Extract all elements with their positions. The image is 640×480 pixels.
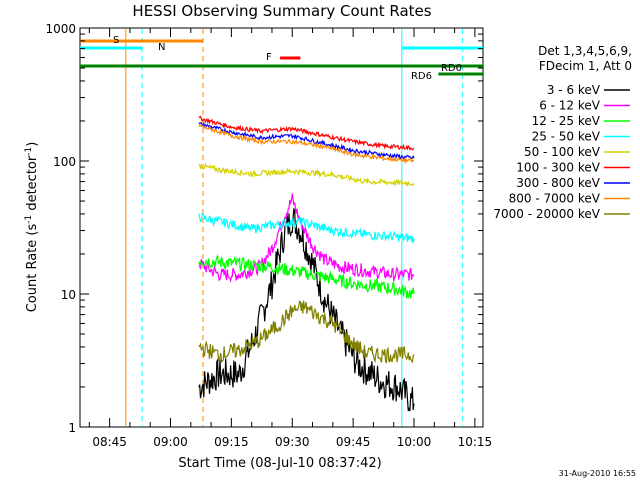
x-tick-label: 09:00 xyxy=(153,435,188,449)
instrument-state-bars: S N F RD0 RD6 xyxy=(80,35,483,82)
rd6-label: RD6 xyxy=(411,71,432,82)
series-line xyxy=(198,193,415,283)
plot-frame xyxy=(79,27,484,428)
series-line xyxy=(198,162,415,188)
series-line xyxy=(198,207,415,412)
y-tick-label: 100 xyxy=(53,155,76,169)
series-line xyxy=(198,115,415,151)
series-line xyxy=(198,300,415,364)
legend-entry-label: 300 - 800 keV xyxy=(516,176,600,190)
y-tick-label: 1000 xyxy=(45,22,76,36)
legend-entry-label: 12 - 25 keV xyxy=(532,114,601,128)
rd0-label: RD0 xyxy=(441,63,462,74)
x-tick-label: 09:15 xyxy=(214,435,249,449)
series-line xyxy=(198,121,415,160)
x-tick-label: 09:30 xyxy=(275,435,310,449)
legend-entry-label: 25 - 50 keV xyxy=(532,130,601,144)
vertical-markers xyxy=(125,29,464,426)
series-line xyxy=(198,124,414,165)
y-axis-ticks: 1 10 100 1000 xyxy=(45,22,483,435)
x-tick-label: 08:45 xyxy=(92,435,127,449)
legend-entry-label: 3 - 6 keV xyxy=(547,83,601,97)
y-tick-label: 10 xyxy=(61,288,76,302)
y-tick-label: 1 xyxy=(68,421,76,435)
flare-f-label: F xyxy=(266,52,272,63)
series-line xyxy=(198,212,415,244)
series-lines xyxy=(198,115,415,412)
x-tick-label: 10:15 xyxy=(458,435,493,449)
chart-title: HESSI Observing Summary Count Rates xyxy=(132,2,431,20)
legend: Det 1,3,4,5,6,9, FDecim 1, Att 0 3 - 6 k… xyxy=(493,44,632,221)
legend-entry-label: 50 - 100 keV xyxy=(524,145,601,159)
x-axis-ticks: 08:45 09:00 09:15 09:30 09:45 10:00 10:15 xyxy=(88,28,493,449)
x-tick-label: 10:00 xyxy=(397,435,432,449)
series-line xyxy=(198,253,415,300)
legend-entry-label: 6 - 12 keV xyxy=(539,99,601,113)
legend-header-1: Det 1,3,4,5,6,9, xyxy=(538,44,632,58)
legend-header-2: FDecim 1, Att 0 xyxy=(539,59,632,73)
night-n-label: N xyxy=(158,42,165,53)
y-axis-label: Count Rate (s-1 detector-1) xyxy=(24,142,40,313)
attenuator-s-label: S xyxy=(113,35,119,46)
x-axis-label: Start Time (08-Jul-10 08:37:42) xyxy=(178,456,381,471)
timestamp: 31-Aug-2010 16:55 xyxy=(559,469,636,478)
legend-entry-label: 800 - 7000 keV xyxy=(509,192,601,206)
x-tick-label: 09:45 xyxy=(336,435,371,449)
legend-entry-label: 7000 - 20000 keV xyxy=(493,207,600,221)
legend-entry-label: 100 - 300 keV xyxy=(516,161,600,175)
